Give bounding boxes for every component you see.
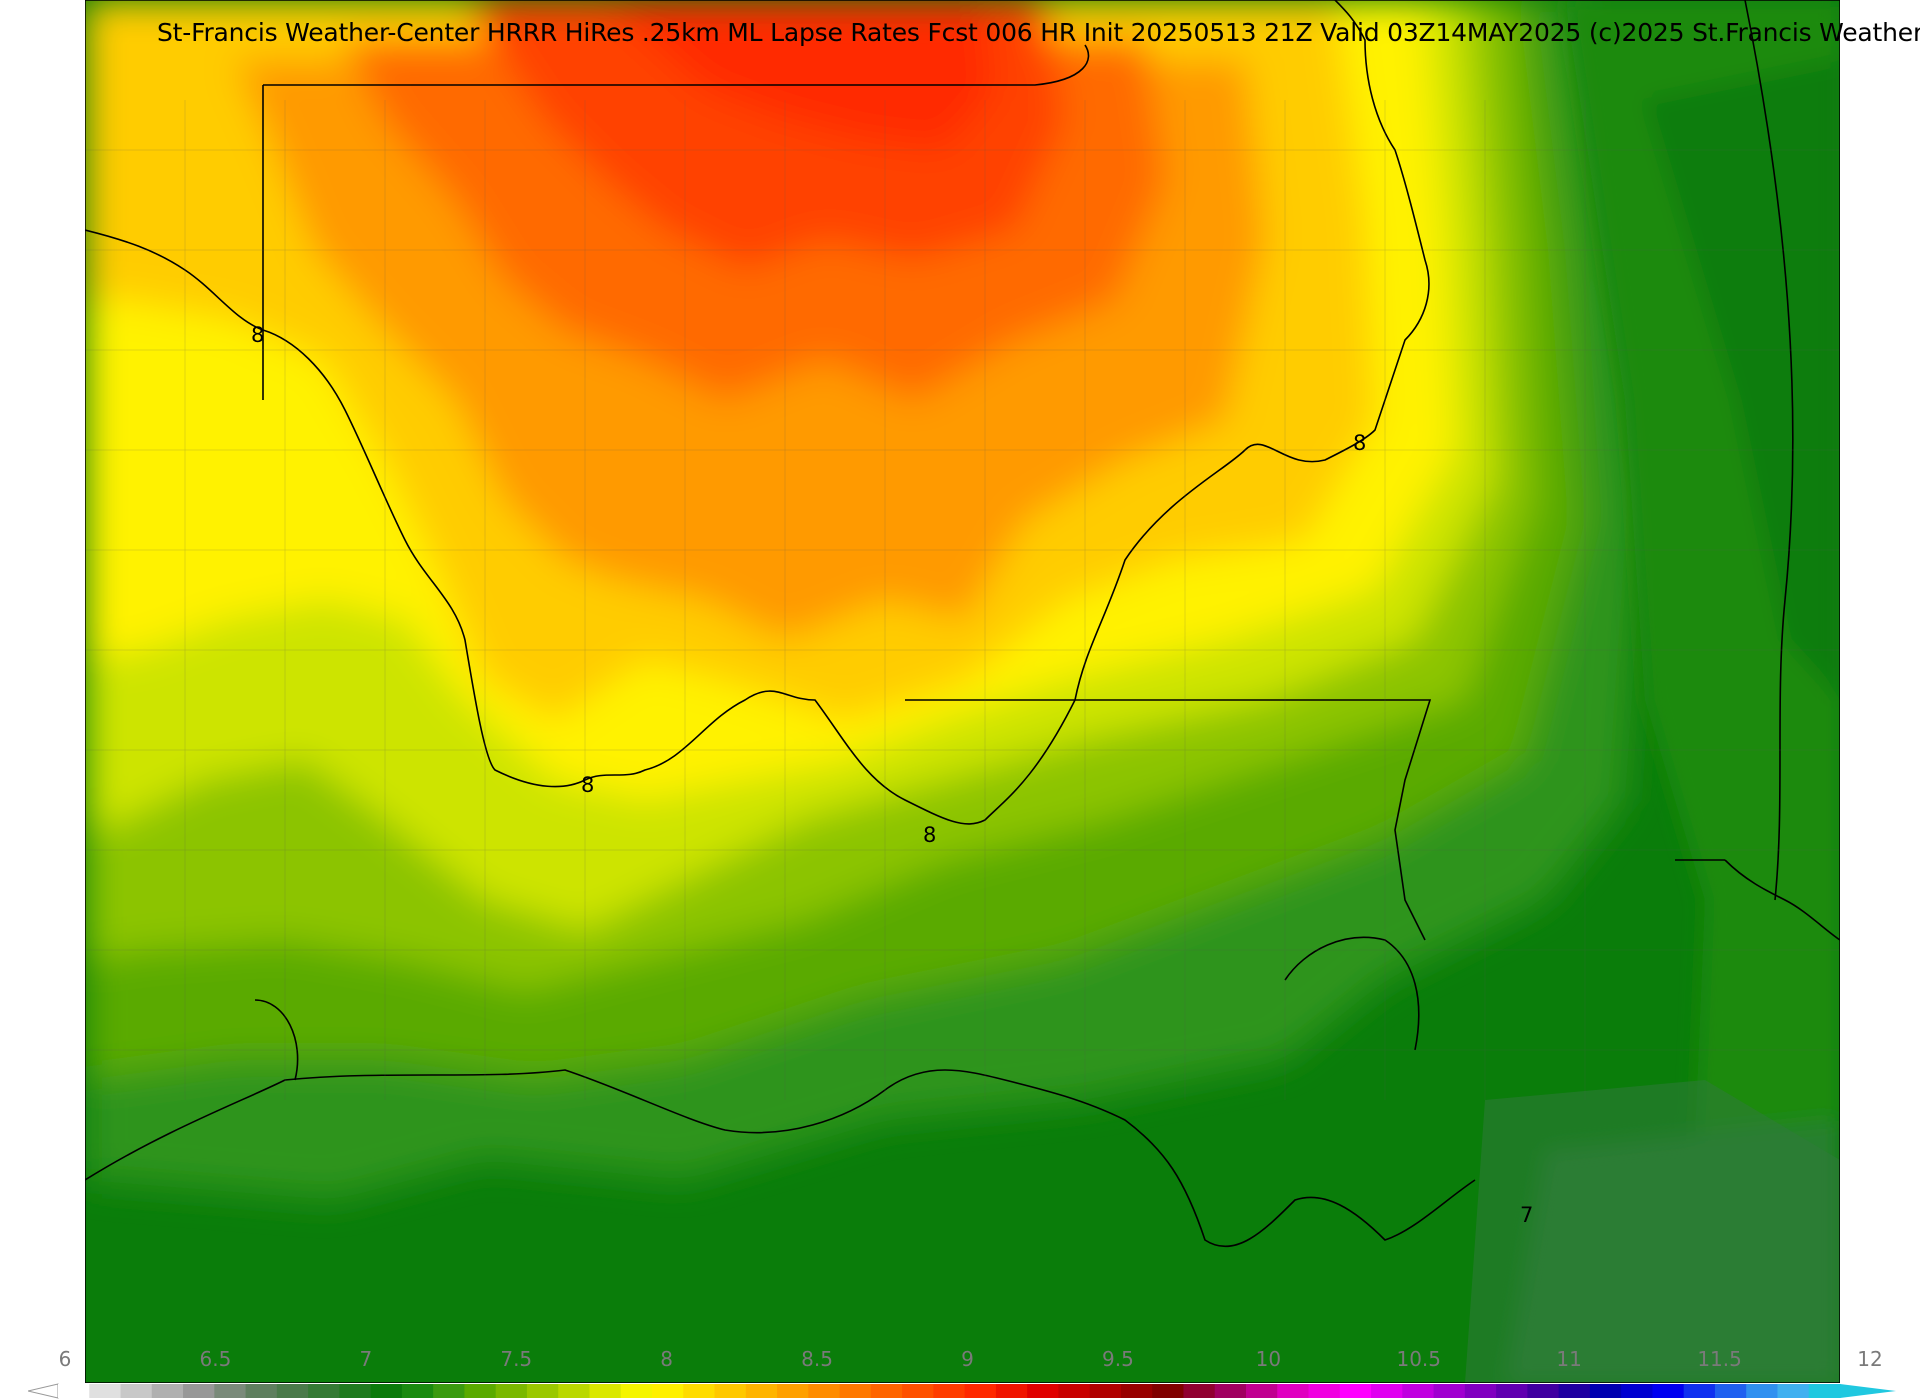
colorbar-tick-label: 10 xyxy=(1255,1347,1282,1371)
colorbar-swatch xyxy=(589,1384,622,1398)
colorbar-swatch xyxy=(714,1384,747,1398)
colorbar-swatch xyxy=(933,1384,966,1398)
colorbar-tick-label: 12 xyxy=(1857,1347,1883,1371)
contour-label: 8 xyxy=(1353,431,1366,455)
colorbar-swatch xyxy=(1527,1384,1560,1398)
colorbar xyxy=(28,1383,1896,1399)
colorbar-swatch xyxy=(1089,1384,1122,1398)
colorbar-swatch xyxy=(401,1384,434,1398)
colorbar-swatch xyxy=(1714,1384,1747,1398)
colorbar-swatch xyxy=(183,1384,215,1398)
contour-label: 8 xyxy=(251,323,264,347)
colorbar-tick-label: 11 xyxy=(1556,1347,1582,1371)
colorbar-swatch xyxy=(1120,1384,1153,1398)
colorbar-swatch xyxy=(1058,1384,1091,1398)
colorbar-swatch xyxy=(1339,1384,1372,1398)
colorbar-swatch xyxy=(1371,1384,1403,1398)
colorbar-swatch xyxy=(339,1384,372,1398)
colorbar-swatch xyxy=(308,1384,340,1398)
contour-label: 8 xyxy=(581,773,594,797)
colorbar-swatch xyxy=(1558,1384,1591,1398)
colorbar-swatch xyxy=(1214,1384,1247,1398)
colorbar-swatch xyxy=(1496,1384,1528,1398)
colorbar-swatch xyxy=(1183,1384,1216,1398)
colorbar-swatch xyxy=(1308,1384,1341,1398)
colorbar-swatch xyxy=(1746,1384,1779,1398)
colorbar-swatch xyxy=(120,1384,153,1398)
colorbar-swatch xyxy=(1402,1384,1435,1398)
colorbar-swatch xyxy=(1589,1384,1622,1398)
colorbar-swatch xyxy=(995,1384,1028,1398)
colorbar-min-arrow xyxy=(28,1383,59,1399)
filled-contours xyxy=(85,0,1840,1383)
colorbar-swatch xyxy=(620,1384,653,1398)
colorbar-swatch xyxy=(1621,1384,1654,1398)
colorbar-tick-label: 8.5 xyxy=(801,1347,833,1371)
colorbar-tick-label: 9.5 xyxy=(1102,1347,1134,1371)
colorbar-swatch xyxy=(1808,1384,1841,1398)
colorbar-swatch xyxy=(683,1384,716,1398)
colorbar-tick-label: 6 xyxy=(58,1347,72,1371)
colorbar-swatch xyxy=(1433,1384,1466,1398)
colorbar-swatch xyxy=(808,1384,841,1398)
colorbar-tick-label: 11.5 xyxy=(1697,1347,1742,1371)
colorbar-swatch xyxy=(839,1384,872,1398)
colorbar-swatch xyxy=(151,1384,184,1398)
colorbar-swatch xyxy=(214,1384,247,1398)
colorbar-swatch xyxy=(1777,1384,1810,1398)
colorbar-swatch xyxy=(370,1384,403,1398)
colorbar-swatch xyxy=(1277,1384,1310,1398)
colorbar-swatch xyxy=(276,1384,309,1398)
colorbar-swatch xyxy=(870,1384,903,1398)
colorbar-swatch xyxy=(1683,1384,1716,1398)
colorbar-tick-label: 7 xyxy=(359,1347,373,1371)
colorbar-swatch xyxy=(89,1384,122,1398)
colorbar-tick-label: 9 xyxy=(961,1347,974,1371)
county-lines xyxy=(85,100,1840,1100)
colorbar-swatch xyxy=(1464,1384,1497,1398)
colorbar-swatch xyxy=(58,1384,90,1398)
colorbar-tick-label: 6.5 xyxy=(199,1347,232,1371)
colorbar-swatch xyxy=(1027,1384,1060,1398)
contour-label: 8 xyxy=(923,823,936,847)
colorbar-swatch xyxy=(1652,1384,1685,1398)
colorbar-swatch xyxy=(964,1384,997,1398)
colorbar-max-arrow xyxy=(1840,1384,1896,1398)
colorbar-swatch xyxy=(433,1384,466,1398)
colorbar-swatch xyxy=(526,1384,559,1398)
colorbar-tick-label: 7.5 xyxy=(500,1347,533,1371)
lapse-rate-map[interactable]: 8 8 8 8 7 xyxy=(84,0,1841,1384)
colorbar-tick-label: 8 xyxy=(660,1347,674,1371)
colorbar-swatch xyxy=(464,1384,497,1398)
colorbar-swatch xyxy=(652,1384,684,1398)
colorbar-tick-label: 10.5 xyxy=(1396,1347,1442,1371)
map-title: St-Francis Weather-Center HRRR HiRes .25… xyxy=(157,18,1920,47)
contour-label: 7 xyxy=(1520,1203,1533,1227)
colorbar-swatch xyxy=(777,1384,809,1398)
colorbar-swatch xyxy=(245,1384,278,1398)
colorbar-swatch xyxy=(495,1384,528,1398)
colorbar-swatch xyxy=(558,1384,591,1398)
colorbar-swatch xyxy=(902,1384,934,1398)
colorbar-swatch xyxy=(745,1384,778,1398)
colorbar-swatch xyxy=(1152,1384,1185,1398)
state-and-coast-boundaries xyxy=(84,0,1841,1248)
colorbar-swatch xyxy=(1246,1384,1278,1398)
